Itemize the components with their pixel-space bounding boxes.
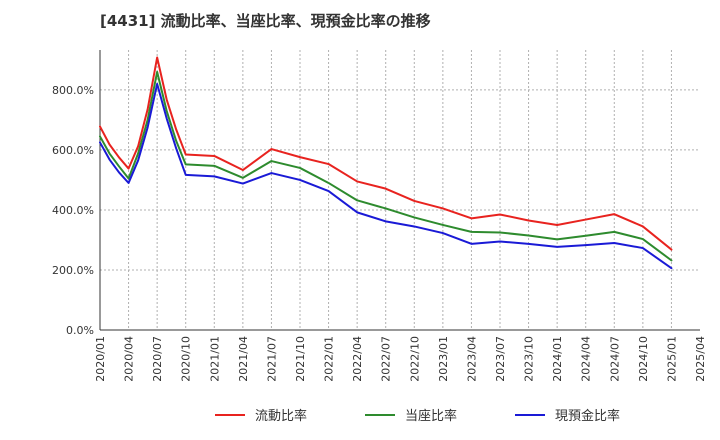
x-tick-label: 2024/07 [608, 336, 621, 382]
x-tick-label: 2021/01 [208, 336, 221, 382]
legend: 流動比率 当座比率 現預金比率 [215, 408, 620, 424]
x-tick-label: 2025/04 [694, 336, 707, 382]
axes [99, 50, 700, 331]
x-tick-label: 2024/10 [637, 336, 650, 382]
x-tick-label: 2022/07 [380, 336, 393, 382]
x-tick-label: 2025/01 [665, 336, 678, 382]
y-tick-label: 0.0% [66, 324, 94, 337]
x-tick-label: 2022/10 [408, 336, 421, 382]
x-tick-label: 2020/04 [123, 336, 136, 382]
legend-label-3: 現預金比率 [555, 408, 620, 424]
x-tick-label: 2022/01 [323, 336, 336, 382]
series-lines [99, 56, 673, 270]
y-tick-label: 200.0% [52, 264, 94, 277]
y-tick-label: 400.0% [52, 204, 94, 217]
x-tick-label: 2021/07 [265, 336, 278, 382]
tick-labels: 0.0% 200.0% 400.0% 600.0% 800.0% 2020/01 2020/… [52, 84, 707, 382]
x-tick-label: 2023/07 [494, 336, 507, 382]
chart-title: [4431] 流動比率、当座比率、現預金比率の推移 [100, 12, 431, 30]
gridlines [100, 50, 700, 330]
series-line-3 [99, 82, 673, 270]
y-tick-label: 800.0% [52, 84, 94, 97]
legend-label-2: 当座比率 [405, 408, 457, 424]
x-tick-label: 2020/10 [180, 336, 193, 382]
x-tick-label: 2023/10 [523, 336, 536, 382]
x-tick-label: 2020/07 [151, 336, 164, 382]
x-tick-label: 2021/10 [294, 336, 307, 382]
legend-label-1: 流動比率 [255, 408, 307, 424]
x-tick-label: 2020/01 [94, 336, 107, 382]
x-tick-label: 2024/04 [580, 336, 593, 382]
x-tick-label: 2024/01 [551, 336, 564, 382]
series-line-2 [99, 70, 673, 262]
y-tick-label: 600.0% [52, 144, 94, 157]
x-tick-label: 2021/04 [237, 336, 250, 382]
x-tick-label: 2023/04 [465, 336, 478, 382]
x-tick-label: 2023/01 [437, 336, 450, 382]
series-line-1 [99, 56, 673, 251]
x-tick-label: 2022/04 [351, 336, 364, 382]
